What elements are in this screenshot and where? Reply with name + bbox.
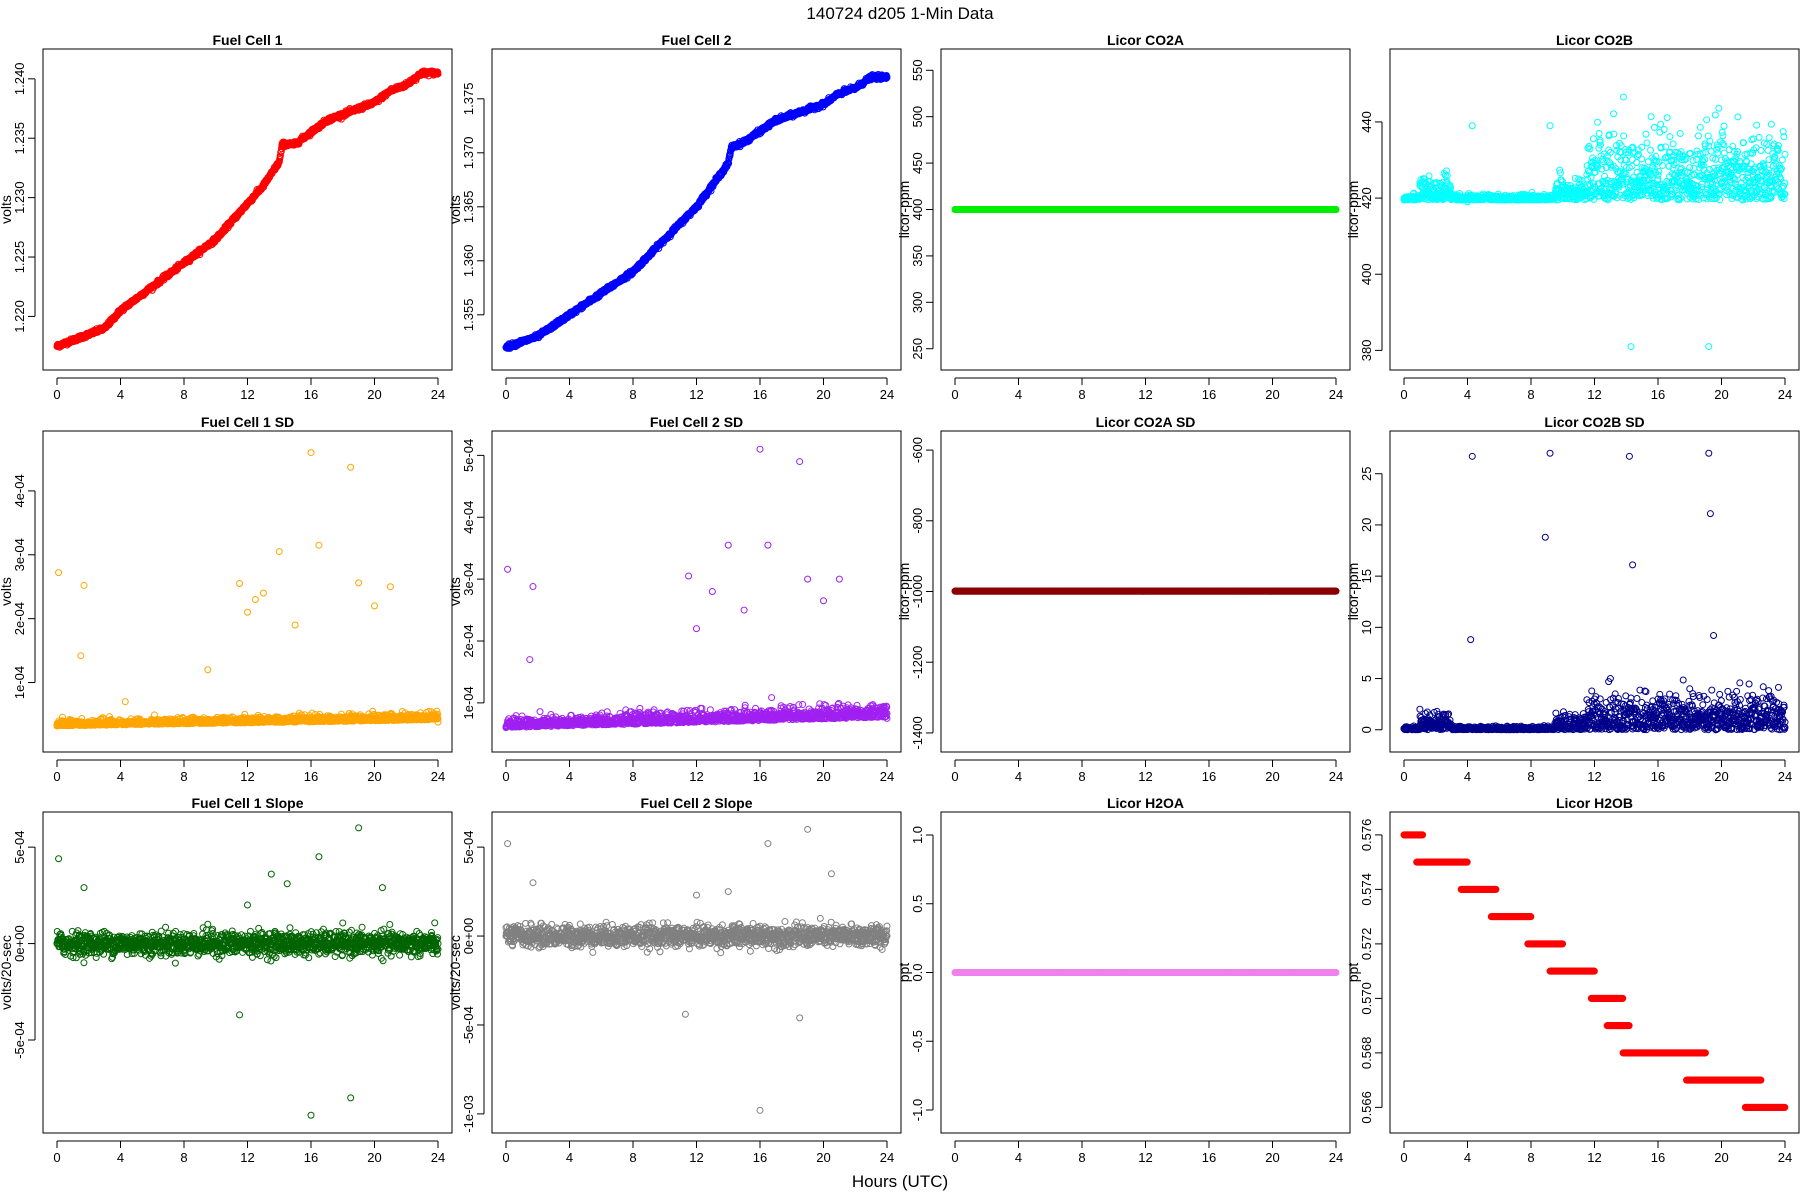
x-tick-label: 0: [53, 387, 60, 402]
y-tick-label: 350: [910, 245, 925, 267]
y-tick-label: 550: [910, 59, 925, 81]
y-tick-label: 1.370: [461, 137, 476, 170]
plot-frame: [491, 48, 902, 371]
panel-title: Licor CO2B: [1556, 32, 1633, 48]
data-point: [276, 152, 284, 160]
x-tick-label: 24: [431, 387, 445, 402]
data-points: [951, 206, 1340, 213]
x-tick-label: 20: [1714, 387, 1728, 402]
x-tick-label: 16: [753, 387, 767, 402]
panel-2: Licor CO2A 0 4 8 12 16 20 24 250 300 350 400 450 500 5…: [896, 32, 1351, 402]
y-tick-label: 420: [1359, 187, 1374, 209]
data-points: [53, 67, 442, 351]
y-tick-label: 1.240: [12, 63, 27, 96]
panel-title: Licor CO2A: [1107, 32, 1184, 48]
y-tick-label: 1.375: [461, 83, 476, 116]
y-tick-label: 1.225: [12, 241, 27, 274]
panel-title: Fuel Cell 2: [661, 32, 731, 48]
y-tick-label: 400: [1359, 263, 1374, 285]
x-tick-label: 0: [1400, 387, 1407, 402]
x-tick-label: 20: [1265, 387, 1279, 402]
y-tick-label: 1.220: [12, 300, 27, 333]
x-tick-label: 24: [880, 387, 894, 402]
x-tick-label: 4: [1015, 387, 1022, 402]
x-tick-label: 12: [240, 387, 254, 402]
x-tick-label: 4: [566, 387, 573, 402]
y-tick-label: 440: [1359, 111, 1374, 133]
y-axis-label: licor-ppm: [1345, 181, 1361, 239]
y-tick-label: 450: [910, 152, 925, 174]
x-tick-label: 4: [117, 387, 124, 402]
x-tick-label: 8: [629, 387, 636, 402]
panel-0: Fuel Cell 1 0 4 8 12 16 20 24 1.220 1.225 1.230 1.2…: [0, 32, 453, 402]
x-tick-label: 12: [1587, 387, 1601, 402]
y-axis-label: volts: [447, 195, 463, 224]
y-axis-label: licor-ppm: [896, 181, 912, 239]
y-tick-label: 1.355: [461, 299, 476, 332]
y-tick-label: 1.235: [12, 122, 27, 155]
x-tick-label: 8: [1527, 387, 1534, 402]
x-tick-label: 0: [951, 387, 958, 402]
y-axis-label: volts: [0, 195, 14, 224]
y-tick-label: 500: [910, 106, 925, 128]
panel-1: Fuel Cell 2 0 4 8 12 16 20 24 1.355 1.360 1.365 1.3…: [447, 32, 902, 402]
y-tick-label: 1.230: [12, 181, 27, 214]
x-tick-label: 20: [816, 387, 830, 402]
x-tick-label: 8: [180, 387, 187, 402]
data-point: [434, 70, 442, 78]
panel-3: Licor CO2B 0 4 8 12 16 20 24 380 400 420 440 licor-p…: [1345, 32, 1800, 402]
x-tick-label: 12: [1138, 387, 1152, 402]
plot-frame: [42, 48, 453, 371]
x-tick-label: 16: [304, 387, 318, 402]
x-tick-label: 4: [1464, 387, 1471, 402]
figure-title: 140724 d205 1-Min Data: [806, 4, 994, 23]
panel-title: Fuel Cell 1: [212, 32, 282, 48]
y-tick-label: 1.365: [461, 191, 476, 224]
x-tick-label: 12: [689, 387, 703, 402]
panels: Fuel Cell 1 0 4 8 12 16 20 24 1.220 1.225 1.230 1.2…: [0, 32, 1800, 1165]
x-tick-label: 8: [1078, 387, 1085, 402]
y-tick-label: 400: [910, 199, 925, 221]
x-tick-label: 20: [367, 387, 381, 402]
y-tick-label: 380: [1359, 340, 1374, 362]
x-tick-label: 24: [1329, 387, 1343, 402]
x-tick-label: 24: [1778, 387, 1792, 402]
y-tick-label: 250: [910, 338, 925, 360]
plot-frame: [1389, 48, 1800, 371]
data-points: [1400, 93, 1789, 351]
x-tick-label: 16: [1651, 387, 1665, 402]
data-points: [502, 70, 891, 352]
x-tick-label: 16: [1202, 387, 1216, 402]
y-tick-label: 1.360: [461, 245, 476, 278]
x-tick-label: 0: [502, 387, 509, 402]
y-tick-label: 300: [910, 291, 925, 313]
